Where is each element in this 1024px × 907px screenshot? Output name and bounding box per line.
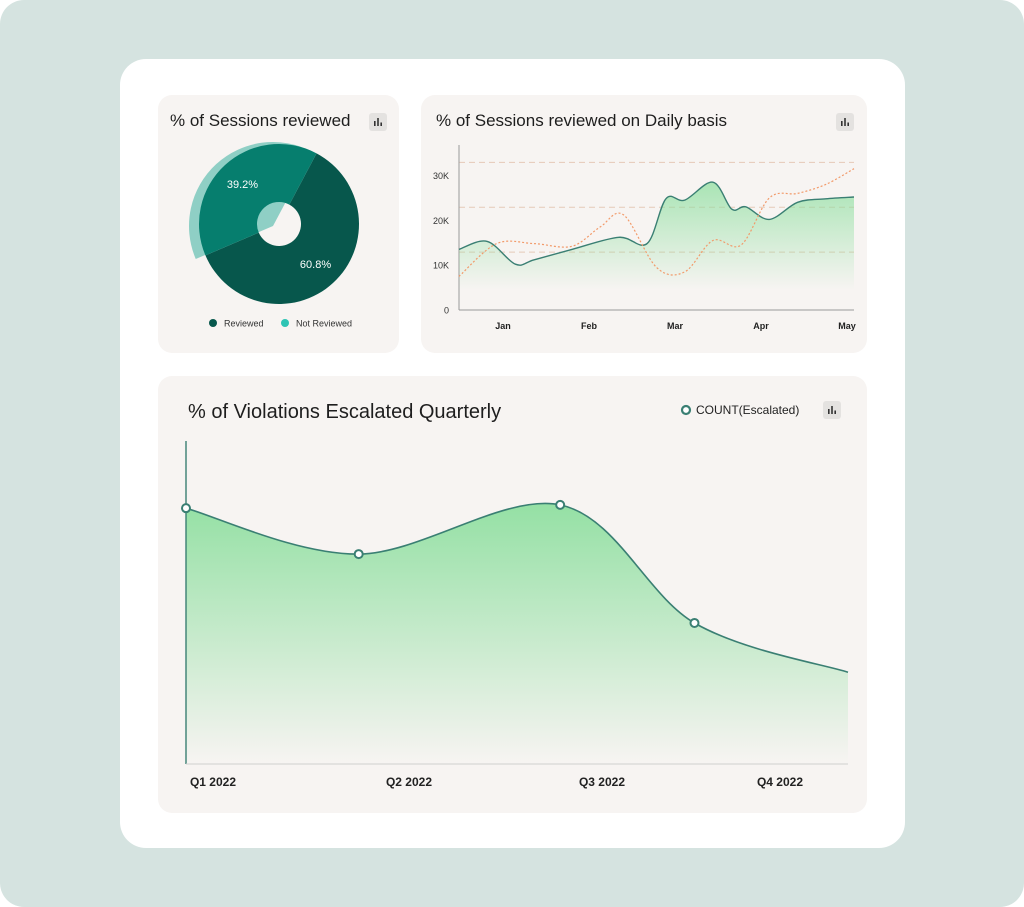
series-area: [459, 182, 854, 290]
x-tick-label: Q1 2022: [190, 775, 236, 789]
quarterly-area-chart: Q1 2022 Q2 2022 Q3 2022 Q4 2022 COUNT(Escala…: [181, 403, 849, 789]
quarterly-card-title: % of Violations Escalated Quarterly: [188, 401, 502, 423]
legend-label: Not Reviewed: [296, 319, 352, 329]
legend-label: COUNT(Escalated): [696, 403, 799, 417]
x-tick-label: Jan: [495, 321, 511, 331]
pie-data-label: 60.8%: [300, 259, 331, 271]
series-line-dotted: [458, 168, 855, 277]
bar-chart-icon[interactable]: [369, 113, 387, 131]
legend-marker: [680, 404, 692, 416]
daily-card-title: % of Sessions reviewed on Daily basis: [436, 111, 728, 130]
series-area: [186, 503, 848, 764]
x-tick-label: Feb: [581, 321, 598, 331]
daily-line-chart: 0 10K 20K 30K Jan Feb Mar Apr May: [433, 145, 856, 331]
y-tick-label: 20K: [433, 216, 449, 226]
sessions-reviewed-card: % of Sessions reviewed 60.8% 39.2% Reviewe…: [158, 95, 399, 353]
data-point-marker: [181, 503, 191, 514]
pie-card-title: % of Sessions reviewed: [170, 111, 351, 130]
pie-slice-not-reviewed: [199, 144, 317, 256]
legend-marker: [209, 319, 217, 327]
series-line-solid: [458, 181, 855, 266]
x-tick-label: May: [838, 321, 856, 331]
data-point-marker: [555, 499, 566, 510]
violations-escalated-card: % of Violations Escalated Quarterly Q1 2…: [158, 376, 867, 813]
y-tick-label: 0: [444, 306, 449, 316]
x-tick-label: Q3 2022: [579, 775, 625, 789]
x-tick-label: Q4 2022: [757, 775, 803, 789]
y-tick-label: 30K: [433, 171, 449, 181]
x-tick-label: Apr: [753, 321, 769, 331]
data-point-marker: [689, 617, 700, 628]
daily-sessions-card: % of Sessions reviewed on Daily basis 0 1…: [421, 95, 867, 353]
pie-chart: 60.8% 39.2% Reviewed Not Reviewed: [188, 141, 359, 329]
x-tick-label: Mar: [667, 321, 684, 331]
pie-data-label: 39.2%: [227, 179, 258, 191]
data-point-marker: [353, 549, 364, 560]
pie-slice-reviewed: [205, 153, 359, 304]
legend-marker: [281, 319, 289, 327]
legend-label: Reviewed: [224, 319, 264, 329]
bar-chart-icon[interactable]: [823, 401, 841, 419]
x-tick-label: Q2 2022: [386, 775, 432, 789]
bar-chart-icon[interactable]: [836, 113, 854, 131]
y-tick-label: 10K: [433, 261, 449, 271]
